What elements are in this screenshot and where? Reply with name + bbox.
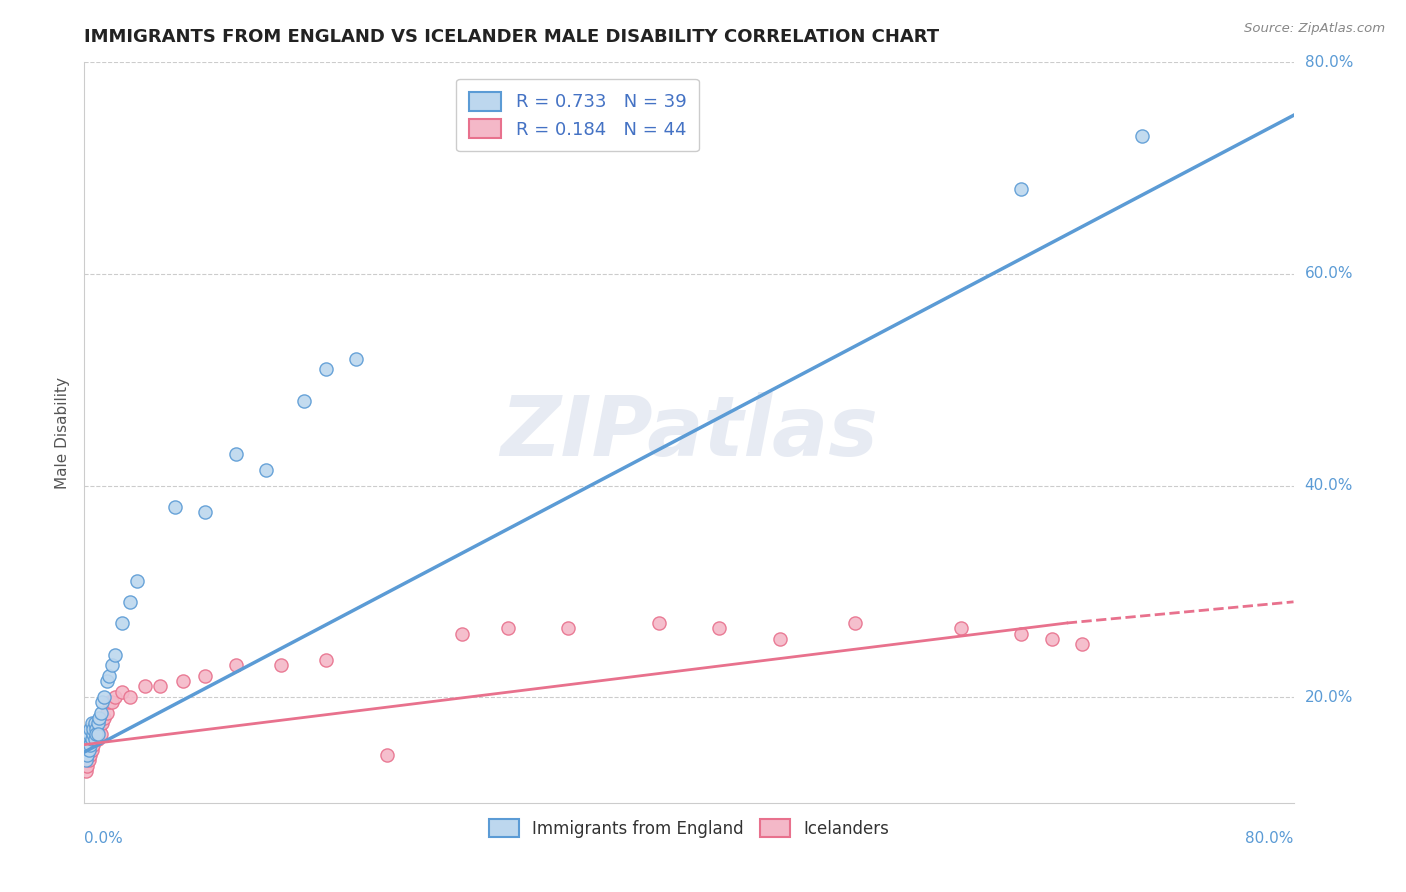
Point xyxy=(76,748,98,763)
Point xyxy=(87,716,110,731)
Point xyxy=(97,669,120,683)
Point xyxy=(118,595,141,609)
Point xyxy=(87,732,110,747)
Point xyxy=(82,722,104,736)
Point xyxy=(225,447,247,461)
Point xyxy=(76,748,98,763)
Point xyxy=(844,615,866,630)
Point xyxy=(118,690,141,704)
Point xyxy=(76,758,98,772)
Point xyxy=(648,615,671,630)
Point xyxy=(270,658,292,673)
Point xyxy=(90,727,112,741)
Point xyxy=(104,690,127,704)
Point xyxy=(89,711,111,725)
Point xyxy=(1011,182,1033,196)
Text: 40.0%: 40.0% xyxy=(1305,478,1353,493)
Point xyxy=(165,500,187,514)
Point xyxy=(86,727,108,741)
Point xyxy=(496,621,519,635)
Text: 0.0%: 0.0% xyxy=(84,830,124,846)
Point xyxy=(77,727,100,741)
Legend: Immigrants from England, Icelanders: Immigrants from England, Icelanders xyxy=(481,811,897,847)
Point xyxy=(375,748,398,763)
Point xyxy=(172,674,194,689)
Text: 80.0%: 80.0% xyxy=(1246,830,1294,846)
Point xyxy=(91,716,114,731)
Point xyxy=(87,727,110,741)
Point xyxy=(75,764,97,778)
Point xyxy=(84,727,107,741)
Point xyxy=(194,505,217,519)
Point xyxy=(315,362,337,376)
Point xyxy=(79,748,101,763)
Point xyxy=(315,653,337,667)
Text: 80.0%: 80.0% xyxy=(1305,55,1353,70)
Point xyxy=(91,695,114,709)
Point xyxy=(111,685,134,699)
Point xyxy=(194,669,217,683)
Point xyxy=(77,743,100,757)
Point xyxy=(104,648,127,662)
Point xyxy=(100,695,122,709)
Point xyxy=(79,738,101,752)
Point xyxy=(75,754,97,768)
Point xyxy=(93,690,115,704)
Point xyxy=(950,621,973,635)
Text: ZIPatlas: ZIPatlas xyxy=(501,392,877,473)
Point xyxy=(93,711,115,725)
Point xyxy=(134,680,156,694)
Point xyxy=(96,674,118,689)
Point xyxy=(75,754,97,768)
Point xyxy=(96,706,118,720)
Text: Source: ZipAtlas.com: Source: ZipAtlas.com xyxy=(1244,22,1385,36)
Point xyxy=(80,716,103,731)
Point xyxy=(97,695,120,709)
Point xyxy=(127,574,149,588)
Text: IMMIGRANTS FROM ENGLAND VS ICELANDER MALE DISABILITY CORRELATION CHART: IMMIGRANTS FROM ENGLAND VS ICELANDER MAL… xyxy=(84,28,939,45)
Point xyxy=(77,743,100,757)
Point xyxy=(90,706,112,720)
Point xyxy=(451,626,474,640)
Point xyxy=(86,722,108,736)
Point xyxy=(82,727,104,741)
Point xyxy=(254,462,277,476)
Point xyxy=(1071,637,1094,651)
Y-axis label: Male Disability: Male Disability xyxy=(55,376,70,489)
Point xyxy=(82,732,104,747)
Point xyxy=(84,732,107,747)
Point xyxy=(149,680,172,694)
Point xyxy=(769,632,792,646)
Point xyxy=(100,658,122,673)
Point xyxy=(77,754,100,768)
Point xyxy=(1130,129,1153,144)
Point xyxy=(76,732,98,747)
Text: 20.0%: 20.0% xyxy=(1305,690,1353,705)
Point xyxy=(82,738,104,752)
Point xyxy=(1011,626,1033,640)
Point xyxy=(75,738,97,752)
Point xyxy=(79,722,101,736)
Text: 60.0%: 60.0% xyxy=(1305,267,1353,282)
Point xyxy=(80,732,103,747)
Point xyxy=(77,738,100,752)
Point xyxy=(80,732,103,747)
Point xyxy=(80,743,103,757)
Point xyxy=(292,393,315,408)
Point xyxy=(225,658,247,673)
Point xyxy=(89,722,111,736)
Point xyxy=(111,615,134,630)
Point xyxy=(557,621,579,635)
Point xyxy=(86,722,108,736)
Point xyxy=(709,621,731,635)
Point xyxy=(79,738,101,752)
Point xyxy=(346,351,368,366)
Point xyxy=(1040,632,1063,646)
Point xyxy=(84,716,107,731)
